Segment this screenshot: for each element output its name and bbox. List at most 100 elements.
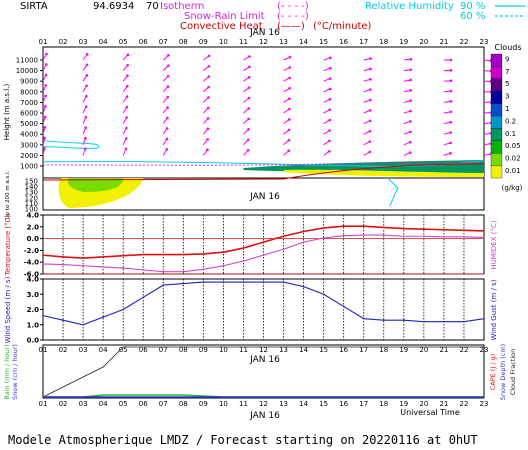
wind-arrow-head bbox=[409, 120, 412, 123]
hour-tick-bottom: 23 bbox=[480, 400, 489, 408]
data-point-temperature bbox=[483, 230, 485, 232]
data-point-temperature bbox=[242, 247, 245, 249]
wind-arrow-head bbox=[44, 63, 48, 66]
height-tick-label: 9000 bbox=[20, 78, 38, 86]
wind-arrow-head bbox=[328, 56, 332, 60]
wind-arrow-head bbox=[409, 109, 412, 113]
wind-arrow-head bbox=[126, 63, 129, 67]
data-point-temperature bbox=[463, 229, 465, 232]
data-point-humidex bbox=[222, 264, 225, 267]
snow-axis-label: Snow (cm / hour) bbox=[11, 344, 19, 400]
wind-arrow-head bbox=[207, 96, 210, 99]
low-height-axis-label: Up to 200 m a.s.l. bbox=[5, 170, 11, 219]
wind-arrow-head bbox=[166, 74, 170, 78]
wind-arrow-head bbox=[328, 108, 332, 112]
hour-tick-precip-top: 10 bbox=[219, 346, 228, 354]
hour-tick-bottom: 05 bbox=[119, 400, 128, 408]
hour-tick-precip-top: 19 bbox=[399, 346, 408, 354]
y-tick-label: 3.0 bbox=[27, 291, 40, 299]
wind-arrow-head bbox=[84, 115, 88, 119]
colorbar-label: 7 bbox=[505, 68, 509, 76]
data-point-humidex bbox=[162, 270, 165, 273]
wind-arrow-head bbox=[369, 77, 372, 81]
wind-arrow-head bbox=[44, 73, 48, 77]
wind-arrow-head bbox=[288, 55, 292, 59]
cloud-panel: 01 02 03 04 05 06 07 08 09 10 11 12 13 14 15 16 17 18 19 20… bbox=[3, 28, 493, 219]
colorbar-swatch bbox=[490, 153, 503, 166]
snow-depth-axis-label: Snow Depth (cm) bbox=[499, 344, 507, 400]
wind-arrow-head bbox=[43, 147, 46, 150]
wind-arrow-head bbox=[167, 64, 170, 68]
hour-tick-precip-top: 11 bbox=[239, 346, 248, 354]
colorbar-label: 0.2 bbox=[505, 117, 516, 125]
wind-arrow-head bbox=[247, 86, 251, 89]
wind-arrow-head bbox=[165, 137, 169, 141]
date-label-lower: JAN 16 bbox=[249, 192, 280, 202]
wind-arrow-head bbox=[126, 53, 130, 57]
colorbar-label: 5 bbox=[505, 80, 509, 88]
data-point-wind bbox=[162, 284, 165, 286]
hour-tick-bottom: 20 bbox=[419, 400, 428, 408]
wind-arrow-head bbox=[328, 139, 331, 143]
data-point-humidex bbox=[342, 234, 345, 237]
wind-arrow-head bbox=[43, 115, 47, 119]
data-point-wind bbox=[282, 281, 285, 283]
legend-isotherm-label: Isotherm bbox=[160, 1, 204, 12]
hour-tick-precip-top: 08 bbox=[179, 346, 188, 354]
wind-arrow-head bbox=[85, 63, 89, 67]
wind-arrow-head bbox=[44, 105, 47, 108]
hour-tick-precip-top: 01 bbox=[39, 346, 48, 354]
cloud-upper-frame bbox=[42, 46, 485, 179]
wind-arrow-head bbox=[44, 94, 47, 98]
hour-tick-top: 19 bbox=[399, 38, 408, 46]
wind-arrow-head bbox=[368, 150, 372, 154]
data-point-temperature bbox=[102, 256, 104, 258]
wind-arrow-head bbox=[43, 136, 46, 140]
legend-snowrain-label: Snow-Rain Limit bbox=[184, 11, 265, 22]
hour-tick-bottom: 04 bbox=[99, 400, 108, 408]
hour-tick-top: 14 bbox=[299, 38, 308, 46]
humidity-legend-label: Relative Humidity bbox=[365, 1, 454, 12]
rain-axis-label: Rain (mm / hour) bbox=[3, 344, 11, 399]
colorbar-label: 0.02 bbox=[505, 155, 521, 163]
legend-convective-unit: (°C/minute) bbox=[313, 21, 372, 32]
humidity-contour bbox=[42, 140, 100, 149]
wind-arrow-head bbox=[328, 129, 331, 132]
hour-tick-top: 10 bbox=[219, 38, 228, 46]
wind-arrow-head bbox=[368, 140, 372, 143]
data-point-temperature bbox=[62, 256, 64, 258]
precipitation-panel: 01 01 02 02 03 03 04 04 05 05 06 06 07 07 08 08 09 09 10 10… bbox=[3, 344, 517, 421]
wind-arrow-head bbox=[247, 75, 251, 79]
wind-arrow-head bbox=[328, 118, 331, 122]
wind-speed-axis-label: Wind Speed (m / s) bbox=[4, 276, 12, 343]
wind-arrow-head bbox=[125, 105, 129, 109]
wind-arrow-head bbox=[369, 67, 372, 71]
hour-tick-bottom: 10 bbox=[219, 400, 228, 408]
colorbar-swatch bbox=[490, 66, 503, 79]
data-point-temperature bbox=[262, 241, 265, 243]
data-point-humidex bbox=[62, 263, 64, 266]
data-point-humidex bbox=[423, 235, 425, 238]
hour-tick-bottom: 21 bbox=[439, 400, 448, 408]
data-point-wind bbox=[423, 320, 425, 323]
data-point-wind bbox=[443, 320, 445, 323]
date-label-top: JAN 16 bbox=[249, 28, 280, 38]
colorbar-label: 3 bbox=[505, 93, 509, 101]
legend-convective-label: Convective Heat bbox=[180, 21, 263, 32]
wind-arrow-head bbox=[409, 57, 413, 61]
hour-tick-precip-top: 16 bbox=[339, 346, 348, 354]
colorbar-swatch bbox=[490, 115, 503, 129]
wind-arrow-head bbox=[409, 78, 413, 82]
low-height-tick-label: 100 bbox=[25, 206, 38, 214]
data-point-wind bbox=[82, 323, 84, 326]
data-point-temperature bbox=[222, 251, 225, 253]
wind-arrow-head bbox=[449, 79, 453, 83]
data-point-temperature bbox=[282, 235, 285, 238]
wind-arrow-head bbox=[248, 65, 251, 69]
cape-axis-label: CAPE (J / g) bbox=[489, 354, 497, 391]
data-point-humidex bbox=[122, 267, 124, 269]
data-point-humidex bbox=[82, 264, 84, 267]
data-point-temperature bbox=[382, 226, 385, 229]
wind-arrow-head bbox=[328, 98, 332, 101]
hour-tick-top: 18 bbox=[379, 38, 388, 46]
